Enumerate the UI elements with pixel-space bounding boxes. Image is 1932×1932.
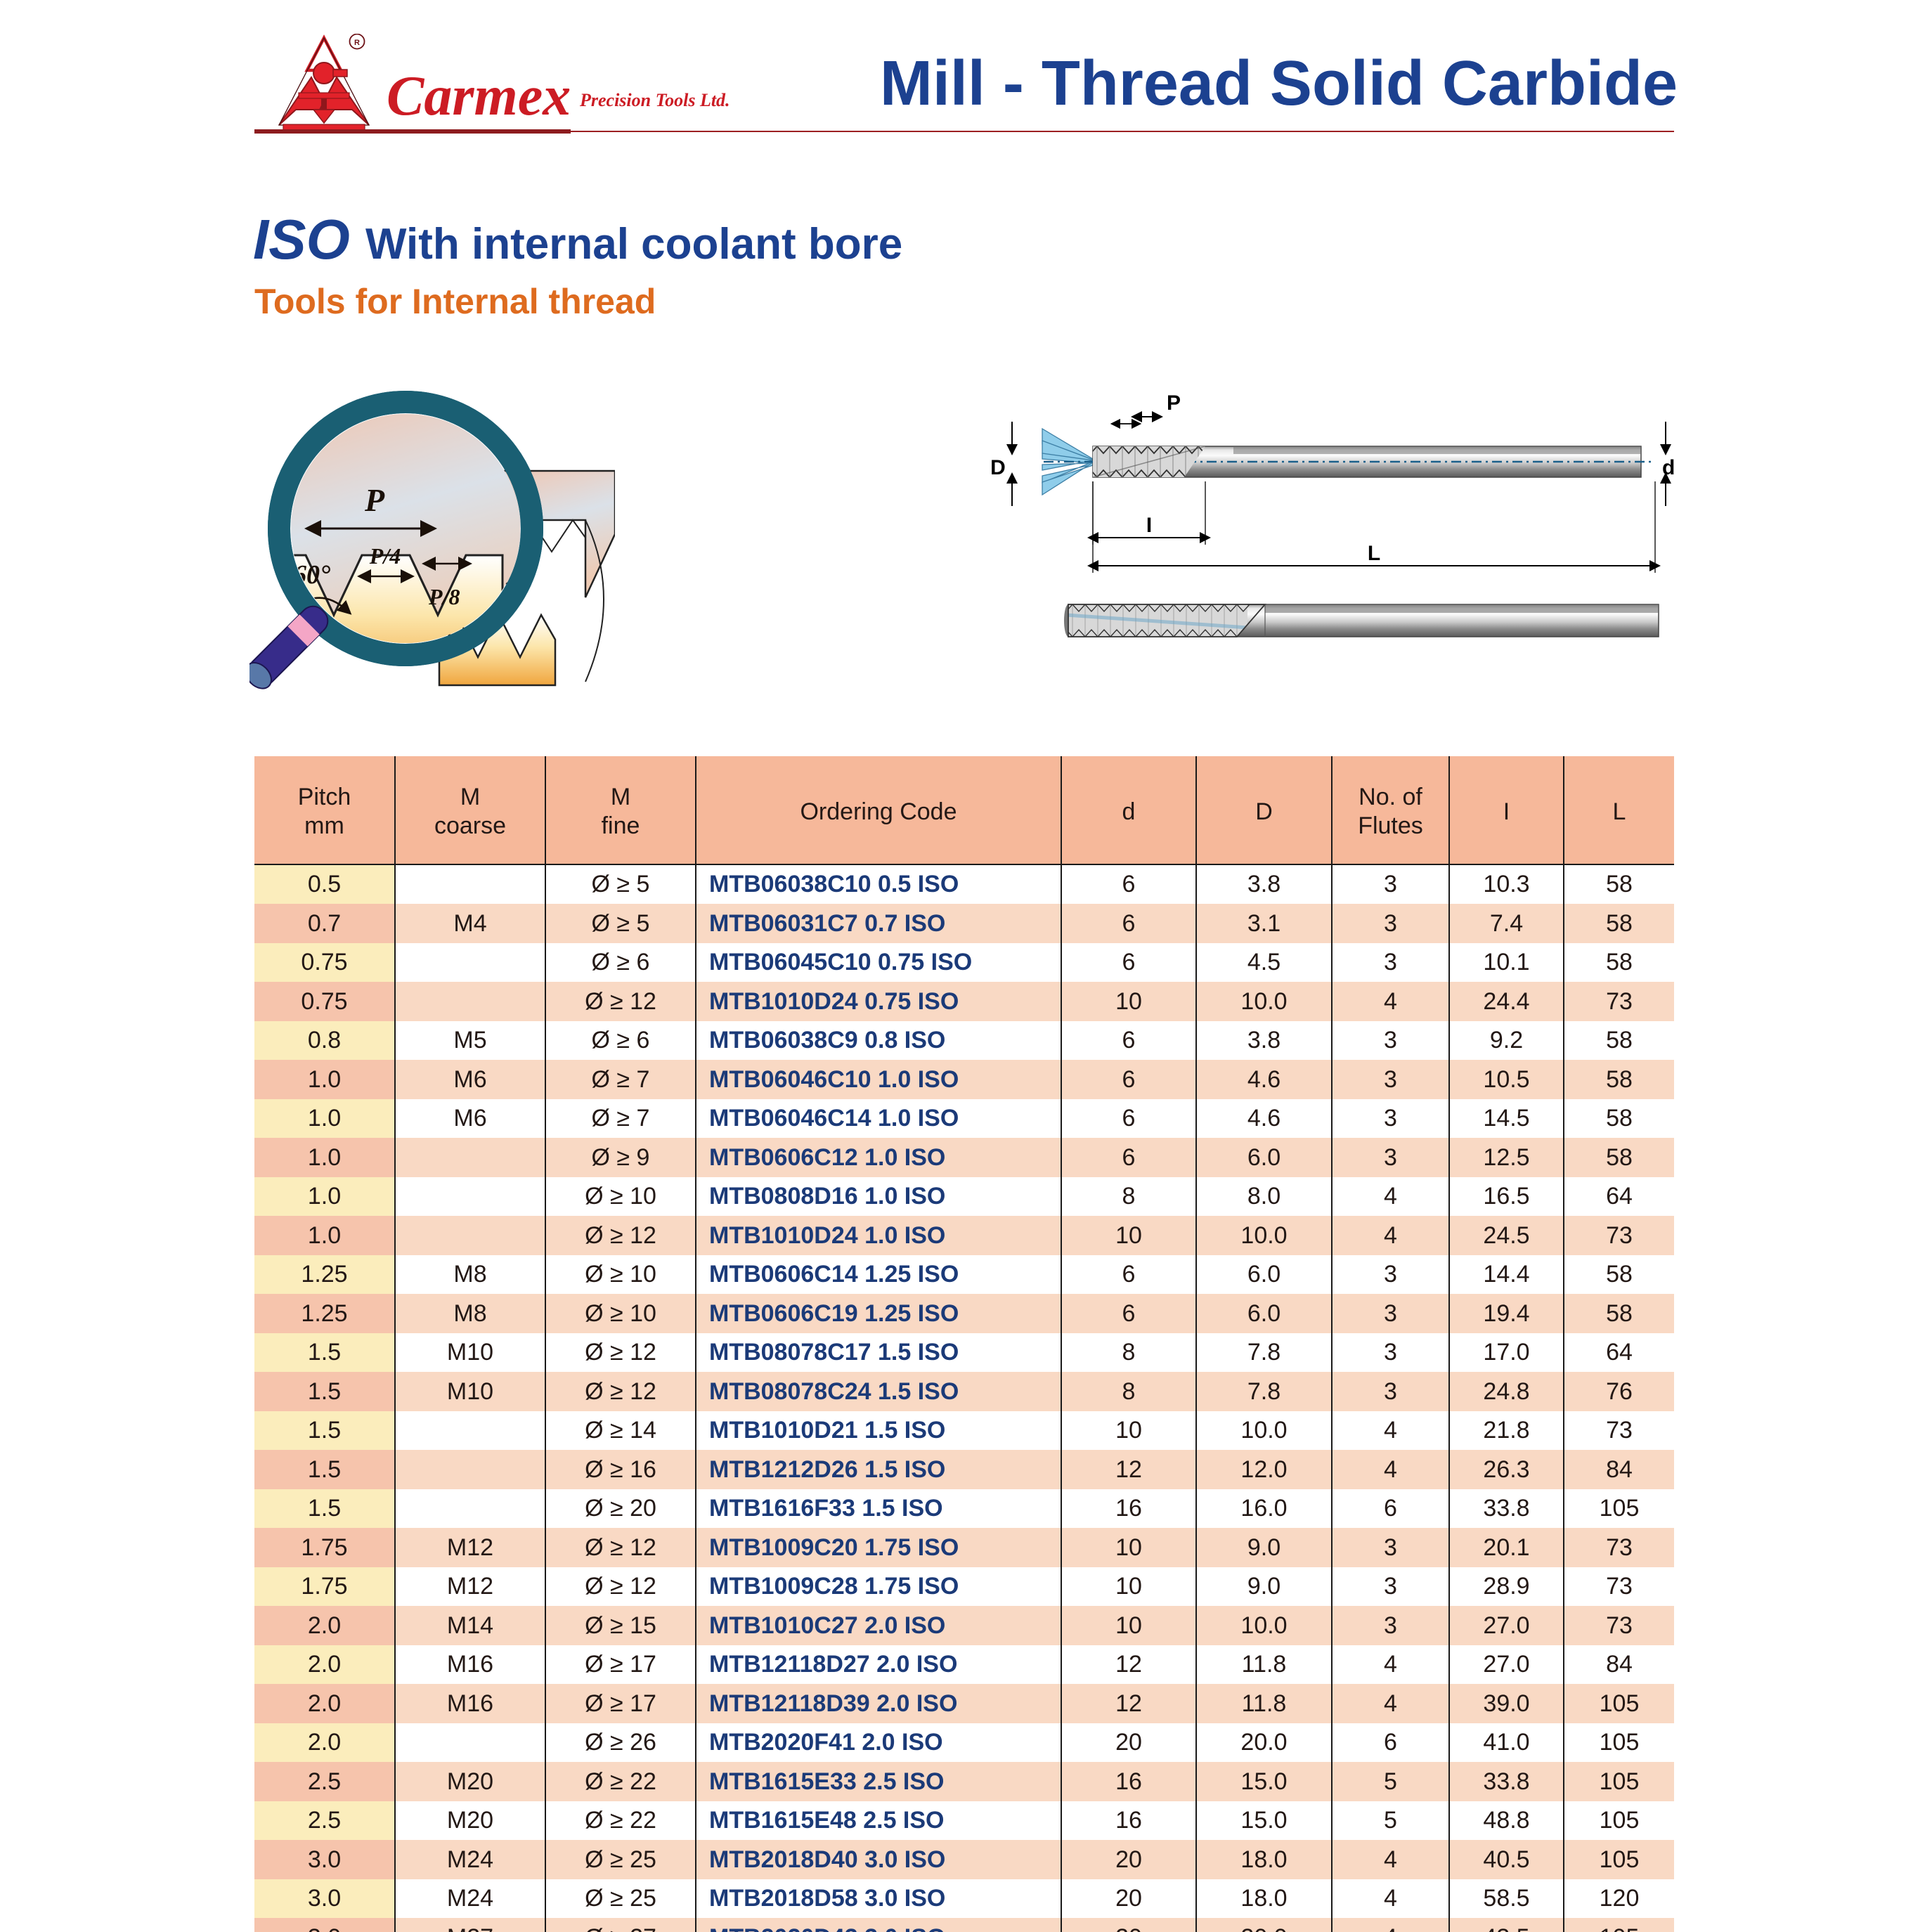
svg-text:D: D xyxy=(990,456,1006,479)
svg-text:P: P xyxy=(1167,391,1181,415)
svg-text:P: P xyxy=(364,482,385,518)
svg-text:L: L xyxy=(1368,542,1380,565)
svg-text:R: R xyxy=(354,39,360,47)
svg-text:P/4: P/4 xyxy=(369,543,401,569)
svg-text:d: d xyxy=(1662,456,1675,479)
svg-text:P/8: P/8 xyxy=(428,584,460,609)
svg-text:I: I xyxy=(1146,514,1152,537)
